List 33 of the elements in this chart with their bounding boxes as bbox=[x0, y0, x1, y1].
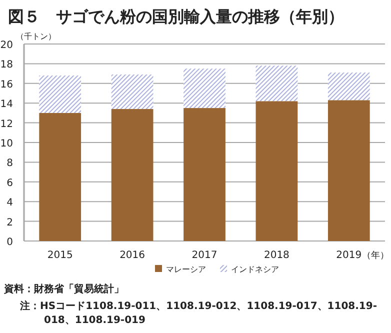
x-tick-label: 2015 bbox=[47, 250, 73, 261]
x-tick-label: 2019 bbox=[336, 250, 362, 261]
bar bbox=[184, 108, 226, 241]
y-tick-label: 14 bbox=[0, 99, 13, 110]
bar bbox=[328, 100, 370, 241]
y-tick-label: 2 bbox=[6, 217, 13, 228]
chart-title: 図５ サゴでん粉の国別輸入量の推移（年別） bbox=[8, 7, 344, 26]
bar bbox=[111, 74, 154, 110]
x-axis-title: （年） bbox=[362, 250, 389, 261]
bar bbox=[184, 68, 226, 108]
bar bbox=[39, 112, 82, 241]
x-tick-label: 2018 bbox=[264, 250, 290, 261]
text: 注：HSコード1108.19-011、1108.19-012、1108.19-017、1108.19-018、1108.19-019 bbox=[19, 299, 378, 327]
y-tick-label: 20 bbox=[0, 40, 13, 51]
y-tick-label: 12 bbox=[0, 118, 13, 130]
y-tick-label: 8 bbox=[6, 158, 13, 170]
bar bbox=[256, 101, 298, 241]
x-tick-label: 2016 bbox=[120, 250, 146, 261]
x-tick-label: 2017 bbox=[192, 250, 218, 261]
bar bbox=[328, 72, 370, 100]
y-tick-label: 10 bbox=[0, 138, 13, 150]
bar bbox=[39, 76, 82, 113]
y-tick-label: 0 bbox=[6, 237, 13, 248]
y-axis-title: （千トン） bbox=[16, 32, 56, 41]
legend-label: マレーシア bbox=[166, 265, 206, 274]
bar bbox=[256, 66, 298, 102]
text: 資料：財務省「貿易統計」 bbox=[4, 282, 125, 296]
y-tick-label: 16 bbox=[0, 79, 13, 90]
y-tick-label: 4 bbox=[6, 198, 13, 209]
y-tick-label: 6 bbox=[6, 178, 13, 189]
y-tick-label: 18 bbox=[0, 60, 13, 71]
bar bbox=[111, 109, 154, 241]
legend-label: インドネシア bbox=[231, 265, 279, 274]
